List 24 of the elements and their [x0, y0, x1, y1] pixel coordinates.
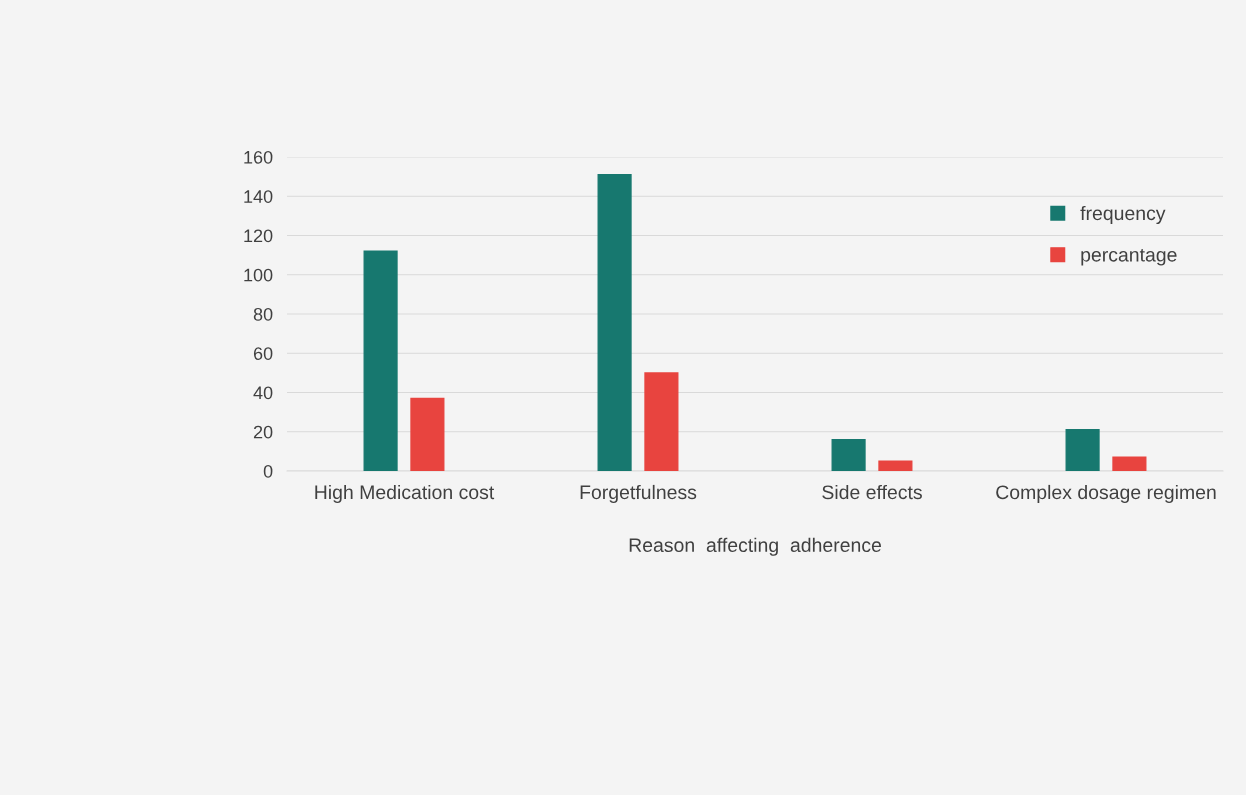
bar: [410, 397, 445, 471]
y-tick-label: 20: [253, 425, 273, 439]
x-tick-label: Side effects: [822, 484, 922, 500]
x-tick-label: Forgetfulness: [580, 484, 697, 504]
bar: [831, 438, 866, 471]
y-tick-label: 120: [244, 229, 273, 243]
legend-label: percantage: [1081, 248, 1177, 266]
bar: [878, 460, 913, 471]
bar: [363, 250, 398, 471]
bar: [1065, 429, 1100, 471]
y-tick-label: 40: [253, 386, 273, 400]
x-tick-label: Complex dosage regimen: [996, 484, 1216, 504]
y-tick-label: 140: [244, 190, 273, 203]
bar: [1112, 456, 1147, 471]
y-tick-label: 100: [244, 268, 273, 282]
y-tick-label: 80: [253, 307, 273, 321]
bar: [644, 372, 679, 471]
x-tick-label: High Medication cost: [315, 484, 495, 504]
y-tick-label: 160: [244, 150, 273, 164]
bar: [597, 173, 632, 471]
y-tick-label: 0: [263, 464, 273, 478]
y-tick-label: 60: [253, 347, 273, 360]
legend-label: frequency: [1080, 205, 1166, 225]
x-axis-title: Reason affecting adherence: [629, 537, 881, 556]
